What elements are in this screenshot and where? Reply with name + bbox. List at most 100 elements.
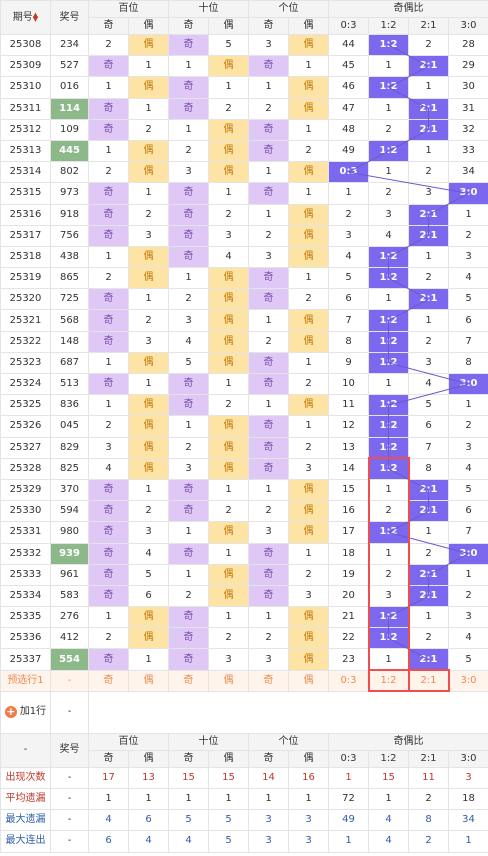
predict-cell-5[interactable]: 偶 <box>288 669 329 692</box>
add-row-button[interactable]: + 加1行 <box>0 690 51 734</box>
units-odd-cell: 奇 <box>248 563 289 586</box>
num-cell: 554 <box>50 648 89 671</box>
ratio-cell: 1 <box>448 563 488 586</box>
footer-group-header-0: 百位 <box>88 732 169 751</box>
units-odd-cell: 奇 <box>248 457 289 480</box>
table-row: 25320 725 奇 1 2 偶奇 2 6 1 2:1 5 <box>0 288 488 311</box>
table-row: 25331 980 奇 3 1 偶 3 偶 17 1:2 1 7 <box>0 521 488 544</box>
ratio-cell: 2 <box>368 182 409 205</box>
tens-even-cell: 偶 <box>208 288 249 311</box>
table-row: 25332 939 奇 4 奇 1 奇 1 18 1 2 3:0 <box>0 542 488 565</box>
units-even-cell: 偶 <box>288 76 329 99</box>
units-odd-cell: 奇 <box>248 139 289 163</box>
stat-value: 11 <box>408 766 449 790</box>
table-row: 25323 687 1 偶 5 偶奇 1 9 1:2 3 8 <box>0 351 488 375</box>
stat-value: 6 <box>88 830 129 853</box>
num-cell: 687 <box>50 351 89 375</box>
issue-header[interactable]: 期号▲ ▼ <box>0 0 51 35</box>
predict-cell-0[interactable]: 奇 <box>88 669 129 692</box>
tens-even-cell: 偶 <box>208 267 249 290</box>
num-cell: 109 <box>50 118 89 141</box>
hundreds-even-cell: 1 <box>128 648 169 671</box>
hundreds-odd-cell: 2 <box>88 627 129 650</box>
tens-odd-cell: 1 <box>168 55 209 78</box>
hundreds-even-cell: 3 <box>128 330 169 353</box>
table-row: 25327 829 3 偶 2 偶奇 2 13 1:2 7 3 <box>0 436 488 459</box>
units-even-cell: 偶 <box>288 500 329 523</box>
hundreds-odd-cell: 奇 <box>88 330 129 353</box>
units-even-cell: 偶 <box>288 161 329 184</box>
predict-cell-1[interactable]: 偶 <box>128 669 169 692</box>
footer-sub-header-7: 1:2 <box>368 749 409 768</box>
stat-value: 1 <box>368 787 409 811</box>
ratio-cell: 2 <box>368 500 409 523</box>
predict-cell-6[interactable]: 0:3 <box>328 669 369 692</box>
table-row: 25309 527 奇 1 1 偶奇 1 45 1 2:1 29 <box>0 55 488 78</box>
stat-value: 2 <box>408 830 449 853</box>
ratio-cell: 4 <box>328 245 369 269</box>
predict-cell-7[interactable]: 1:2 <box>368 669 409 692</box>
num-cell: 865 <box>50 267 89 290</box>
stat-value: 3 <box>288 809 329 832</box>
issue-cell: 25335 <box>0 606 51 629</box>
stat-value: 3 <box>288 830 329 853</box>
ratio-cell: 4 <box>408 372 449 396</box>
table-row: 25336 412 2 偶奇 2 2 偶 22 1:2 2 4 <box>0 627 488 650</box>
stat-value: 18 <box>448 787 488 811</box>
issue-cell: 25314 <box>0 161 51 184</box>
table-row: 25313 445 1 偶 2 偶奇 2 49 1:2 1 33 <box>0 139 488 163</box>
ratio-cell: 2:1 <box>408 55 449 78</box>
sub-header-6: 0:3 <box>328 17 369 35</box>
table-row: 25334 583 奇 6 2 偶奇 3 20 3 2:1 2 <box>0 584 488 608</box>
hundreds-odd-cell: 奇 <box>88 648 129 671</box>
footer-sub-header-1: 偶 <box>128 749 169 768</box>
units-even-cell: 偶 <box>288 33 329 57</box>
ratio-cell: 2 <box>408 267 449 290</box>
ratio-cell: 1:2 <box>368 33 409 57</box>
units-odd-cell: 奇 <box>248 267 289 290</box>
predict-cell-9[interactable]: 3:0 <box>448 669 488 692</box>
predict-cell-4[interactable]: 奇 <box>248 669 289 692</box>
tens-header: 十位 <box>168 0 249 18</box>
units-odd-cell: 奇 <box>248 288 289 311</box>
hundreds-even-cell: 偶 <box>128 245 169 269</box>
ratio-cell: 7 <box>448 521 488 544</box>
sort-icon[interactable]: ▲ ▼ <box>32 10 39 23</box>
tens-even-cell: 2 <box>208 203 249 226</box>
stat-value: 72 <box>328 787 369 811</box>
hundreds-even-cell: 偶 <box>128 436 169 459</box>
stat-value: 4 <box>88 809 129 832</box>
predict-cell-2[interactable]: 奇 <box>168 669 209 692</box>
hundreds-odd-cell: 奇 <box>88 288 129 311</box>
tens-odd-cell: 奇 <box>168 478 209 502</box>
units-even-cell: 1 <box>288 118 329 141</box>
hundreds-even-cell: 偶 <box>128 76 169 99</box>
units-odd-cell: 1 <box>248 203 289 226</box>
predict-row[interactable]: 预选行1- 奇偶奇偶奇偶 0:3 1:2 2:1 3:0 <box>0 669 488 692</box>
ratio-cell: 2 <box>368 118 409 141</box>
sub-header-9: 3:0 <box>448 17 488 35</box>
num-cell: 829 <box>50 436 89 459</box>
table-row: 25316 918 奇 2 奇 2 1 偶 2 3 2:1 1 <box>0 203 488 226</box>
add-row-blank <box>88 691 488 734</box>
tens-even-cell: 1 <box>208 542 249 565</box>
num-cell: 568 <box>50 309 89 332</box>
predict-cell-3[interactable]: 偶 <box>208 669 249 692</box>
issue-cell: 25317 <box>0 224 51 247</box>
table-row: 25337 554 奇 1 奇 3 3 偶 23 1 2:1 5 <box>0 648 488 671</box>
units-even-cell: 偶 <box>288 394 329 417</box>
ratio-cell: 1 <box>368 542 409 565</box>
hundreds-even-cell: 偶 <box>128 139 169 163</box>
tens-odd-cell: 1 <box>168 521 209 544</box>
tens-even-cell: 偶 <box>208 161 249 184</box>
ratio-cell: 2:1 <box>408 584 449 608</box>
table-row: 25317 756 奇 3 奇 3 2 偶 3 4 2:1 2 <box>0 224 488 247</box>
tens-odd-cell: 奇 <box>168 245 209 269</box>
stat-row: 出现次数 -17 13 15 15 14 16 1 15 11 3 <box>0 766 488 790</box>
predict-cell-8[interactable]: 2:1 <box>408 669 449 692</box>
stat-value: 4 <box>368 809 409 832</box>
ratio-cell: 5 <box>448 288 488 311</box>
ratio-cell: 3 <box>448 245 488 269</box>
units-odd-cell: 2 <box>248 97 289 120</box>
ratio-cell: 7 <box>448 330 488 353</box>
